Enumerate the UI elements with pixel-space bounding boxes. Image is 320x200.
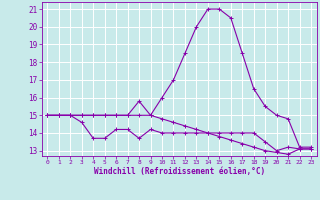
X-axis label: Windchill (Refroidissement éolien,°C): Windchill (Refroidissement éolien,°C): [94, 167, 265, 176]
